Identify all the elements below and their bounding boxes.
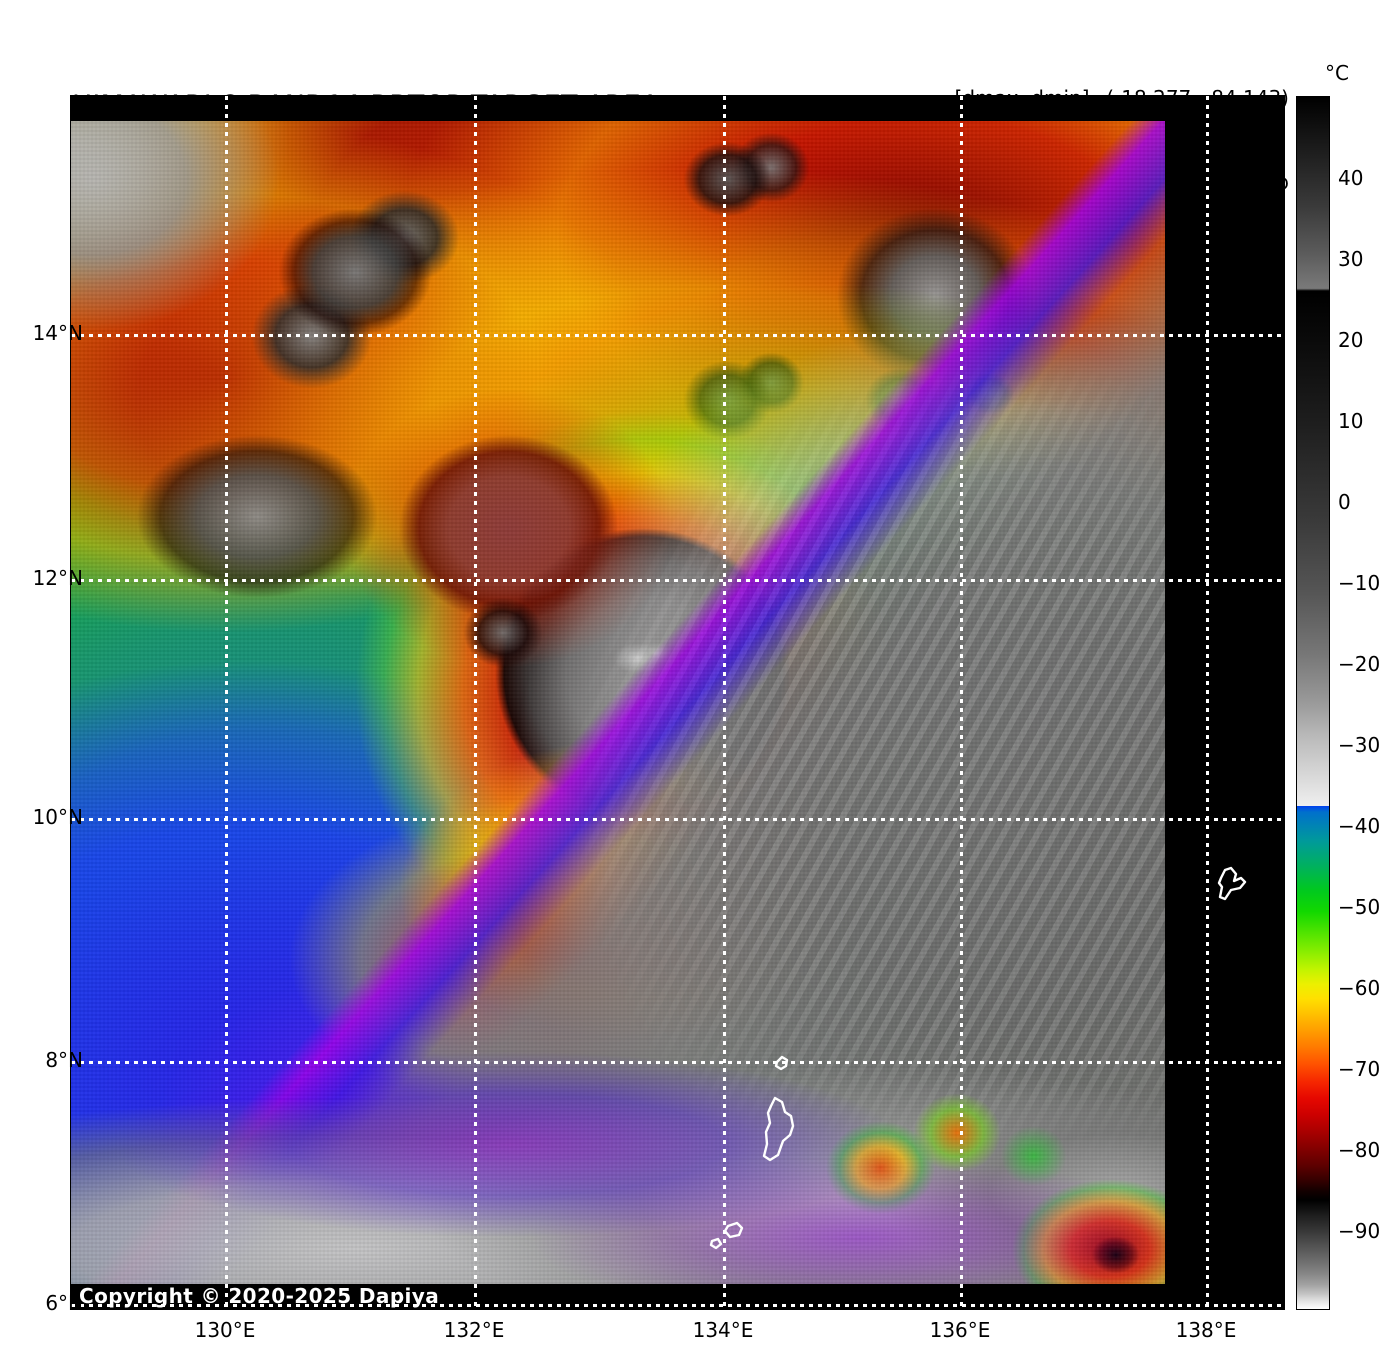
ytick-label-12n: 12°N: [32, 566, 83, 590]
colorbar-tick-40: 40: [1338, 166, 1364, 190]
satellite-image-plot: Copyright © 2020-2025 Dapiya: [70, 95, 1285, 1310]
colorbar-tick-30: 30: [1338, 247, 1364, 271]
satellite-raster: [71, 121, 1165, 1284]
ytick-label-8n: 8°N: [45, 1048, 83, 1072]
colorbar-tick-neg60: −60: [1338, 976, 1381, 1000]
copyright-notice: Copyright © 2020-2025 Dapiya: [79, 1284, 440, 1308]
colorbar-tick-neg80: −80: [1338, 1138, 1381, 1162]
xtick-label-130e: 130°E: [194, 1318, 256, 1342]
colorbar-tick-neg10: −10: [1338, 571, 1381, 595]
colorbar-tick-neg40: −40: [1338, 814, 1381, 838]
xtick-label-136e: 136°E: [929, 1318, 991, 1342]
xtick-label-138e: 138°E: [1175, 1318, 1237, 1342]
colorbar-gradient: [1296, 96, 1330, 1310]
ytick-label-6n: 6°N: [45, 1291, 83, 1315]
colorbar-tick-10: 10: [1338, 409, 1364, 433]
ytick-label-10n: 10°N: [32, 805, 83, 829]
xtick-label-134e: 134°E: [692, 1318, 754, 1342]
colorbar-tick-neg30: −30: [1338, 733, 1381, 757]
ytick-label-14n: 14°N: [32, 321, 83, 345]
colorbar-tick-0: 0: [1338, 490, 1351, 514]
colorbar-units-label: °C: [1325, 61, 1349, 85]
colorbar-tick-20: 20: [1338, 328, 1364, 352]
gridline-lon-138: [1206, 96, 1209, 1309]
colorbar-tick-neg70: −70: [1338, 1057, 1381, 1081]
xtick-label-132e: 132°E: [443, 1318, 505, 1342]
colorbar: [1296, 96, 1330, 1310]
colorbar-tick-neg50: −50: [1338, 895, 1381, 919]
colorbar-tick-neg20: −20: [1338, 652, 1381, 676]
colorbar-tick-neg90: −90: [1338, 1219, 1381, 1243]
